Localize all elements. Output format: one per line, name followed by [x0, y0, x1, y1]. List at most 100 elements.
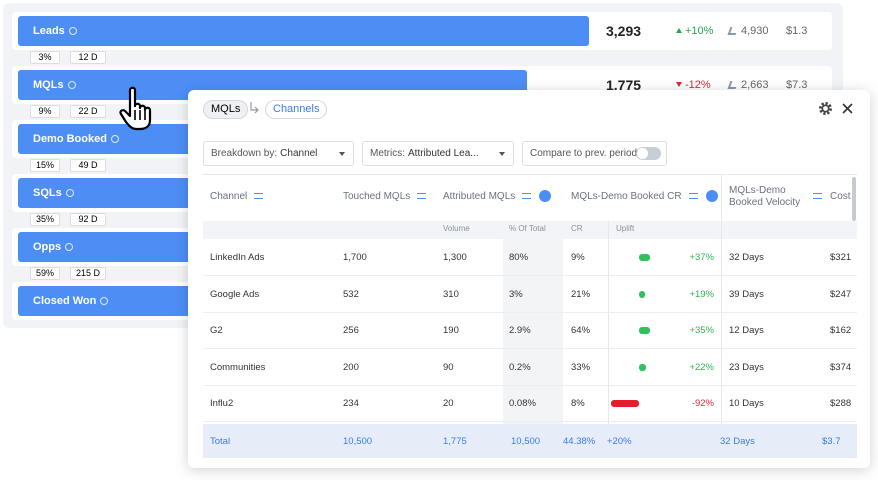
filter-value: Attributed Lea...: [408, 148, 479, 159]
cell: 190: [443, 325, 459, 337]
filter-value: Channel: [280, 148, 318, 159]
filter-icon: [522, 193, 531, 199]
stage-secondary: 4,930: [741, 25, 769, 37]
cell: 10 Days: [729, 398, 764, 410]
column-header[interactable]: MQLs-Demo Booked Velocity: [729, 185, 801, 208]
cell: LinkedIn Ads: [210, 252, 265, 263]
cell: 33%: [571, 361, 591, 373]
cell: $321: [830, 252, 852, 263]
stage-label: Opps: [33, 241, 74, 253]
settings-button[interactable]: [818, 101, 833, 116]
conversion-badge: 15%: [30, 159, 60, 172]
cell: $247: [830, 288, 852, 300]
days-badge: 49 D: [70, 159, 106, 172]
cell: 0.08%: [509, 398, 536, 410]
filter-icon: [254, 193, 263, 199]
column-divider: [608, 221, 609, 424]
total-cell: +20%: [607, 436, 632, 447]
total-cell: 10,500: [511, 436, 541, 447]
column-header[interactable]: Channel: [210, 191, 248, 202]
breakdown-dropdown[interactable]: Breakdown by: Channel: [203, 141, 354, 166]
days-badge: 215 D: [70, 267, 106, 280]
toggle-knob: [637, 148, 648, 159]
compare-toggle[interactable]: Compare to prev. period: [522, 141, 667, 166]
stage-count: 1,775: [606, 77, 642, 93]
conversion-badge: 35%: [30, 213, 60, 226]
cell: $288: [830, 398, 852, 410]
breadcrumb-arrow: [250, 102, 259, 114]
cell: 12 Days: [729, 325, 764, 337]
row-divider: [203, 384, 857, 386]
total-cell: Total: [210, 436, 231, 447]
change-arrow: [676, 28, 682, 33]
channels-table: Channel Touched MQLs Attributed MQLs MQLs-D…: [203, 174, 857, 458]
subheader-row: [203, 221, 857, 239]
row-divider: [203, 275, 857, 276]
cell: 64%: [571, 325, 591, 337]
column-header[interactable]: Attributed MQLs: [443, 191, 516, 202]
total-cell: 32 Days: [720, 436, 755, 447]
row-divider: [203, 311, 857, 313]
close-button[interactable]: [842, 103, 853, 114]
cell: G2: [210, 325, 223, 337]
column-header[interactable]: MQLs-Demo Booked CR: [571, 191, 682, 202]
hand-cursor: [119, 86, 152, 131]
breadcrumb-pill[interactable]: Channels: [265, 100, 328, 119]
chevron: [499, 152, 505, 156]
days-badge: 12 D: [70, 51, 106, 64]
cell: 20: [443, 398, 454, 410]
cell: Communities: [210, 361, 266, 373]
stage-cost: $7.3: [786, 79, 808, 91]
uplift-label: +35%: [689, 325, 714, 337]
stage-secondary: 2,663: [741, 79, 769, 91]
stage-label: Demo Booked: [33, 133, 119, 145]
total-cell: $3.7: [822, 436, 841, 447]
row-divider: [203, 348, 857, 350]
uplift-label: +19%: [689, 288, 714, 300]
cell: Influ2: [210, 398, 234, 410]
breakdown-icon: [706, 190, 718, 202]
cell: Google Ads: [210, 288, 260, 300]
uplift-label: +37%: [689, 252, 714, 263]
metrics-dropdown[interactable]: Metrics: Attributed Lea...: [362, 141, 514, 166]
breadcrumb-pill[interactable]: MQLs: [203, 100, 249, 119]
cell: $162: [830, 325, 852, 337]
conversion-badge: 59%: [30, 267, 60, 280]
cell: 200: [343, 361, 359, 373]
chevron: [339, 152, 345, 156]
stage-label: Leads: [33, 25, 77, 37]
column-header[interactable]: Cost: [830, 191, 851, 202]
cell: 3%: [509, 288, 523, 300]
conversion-badge: 3%: [30, 51, 60, 64]
filter-icon: [689, 193, 698, 199]
cell: 39 Days: [729, 288, 764, 300]
funnel-bar[interactable]: Leads: [18, 16, 589, 46]
breakdown-icon: [539, 190, 551, 202]
cell: 2.9%: [509, 325, 531, 337]
channels-modal: Channel Touched MQLs Attributed MQLs MQLs-D…: [188, 90, 870, 468]
days-badge: 92 D: [70, 213, 106, 226]
cell: $374: [830, 361, 852, 373]
stage-label: Closed Won: [33, 295, 109, 307]
cell: 532: [343, 288, 359, 300]
total-cell: 44.38%: [563, 436, 596, 447]
uplift-label: -92%: [691, 398, 714, 410]
cell: 1,700: [343, 252, 367, 263]
uplift-bar: [611, 400, 639, 408]
cell: 9%: [571, 252, 585, 263]
cell: 256: [343, 325, 359, 337]
total-cell: 1,775: [443, 436, 467, 447]
cell: 21%: [571, 288, 591, 300]
stage-count: 3,293: [606, 23, 642, 39]
row-divider: [203, 421, 857, 423]
column-header[interactable]: Touched MQLs: [343, 191, 411, 202]
subheader: % Of Total: [509, 224, 546, 233]
subheader: CR: [571, 224, 583, 233]
cell: 23 Days: [729, 361, 764, 373]
column-divider: [721, 175, 722, 424]
total-row: [203, 424, 857, 458]
stage-change: -12%: [685, 79, 711, 91]
subheader: Uplift: [616, 224, 635, 233]
stage-change: +10%: [685, 25, 714, 37]
